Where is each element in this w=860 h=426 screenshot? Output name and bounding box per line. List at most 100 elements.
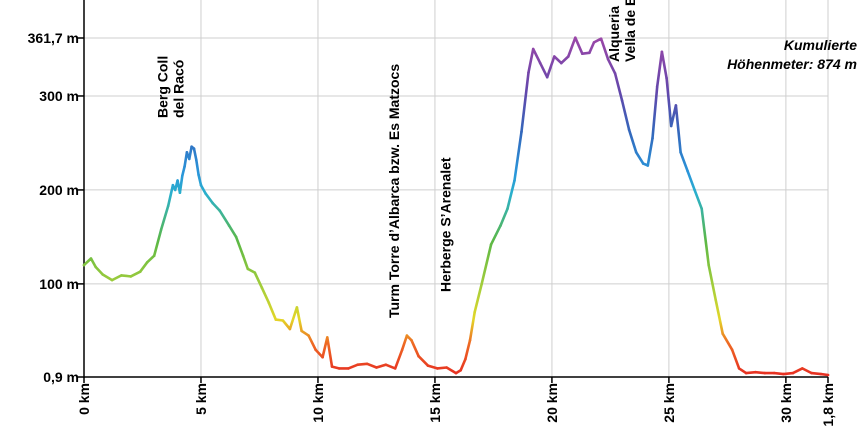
elevation-point (513, 179, 516, 182)
elevation-point (171, 183, 175, 187)
elevation-point (110, 278, 114, 282)
elevation-point (89, 257, 93, 260)
annotation-label: Alqueria (606, 6, 622, 62)
annotations: Berg Coll del Racó Turm Torre d’Albarca bz… (155, 0, 639, 318)
annotation-label: Vella de Baix (622, 0, 638, 62)
elevation-point (574, 36, 577, 39)
elevation-point (538, 61, 542, 65)
y-tick-label: 361,7 m (28, 30, 79, 46)
elevation-point (152, 254, 156, 257)
elevation-point (527, 71, 530, 74)
elevation-point (707, 263, 710, 267)
elevation-point (730, 348, 734, 352)
elevation-point (581, 52, 584, 55)
elevation-point (674, 104, 678, 107)
elevation-point (218, 209, 221, 212)
elevation-point (246, 267, 250, 271)
elevation-point (400, 348, 404, 352)
elevation-point (417, 354, 420, 358)
elevation-point (679, 151, 682, 154)
elevation-point (204, 192, 207, 195)
elevation-point (94, 265, 97, 269)
elevation-point (641, 162, 645, 165)
x-tick-label: 30 km (778, 383, 794, 423)
annotation-label: Turm Torre d’Albarca bzw. Es Matzocs (386, 64, 402, 318)
elevation-point (185, 151, 189, 154)
elevation-point (129, 275, 133, 278)
elevation-point (700, 207, 703, 210)
elevation-point (655, 85, 659, 88)
x-tick-label: 31,8 km (820, 383, 836, 426)
elevation-point (101, 273, 104, 276)
elevation-point (772, 371, 776, 375)
annotation-label: Herberge S’Arenalet (437, 157, 453, 292)
x-tick-labels: 0 km 5 km 10 km 15 km 20 km 25 km 30 km 31,8 km (76, 383, 836, 426)
y-tick-label: 0,9 m (43, 369, 79, 385)
elevation-point (592, 41, 596, 44)
elevation-point (260, 286, 264, 289)
summary-note-line: Höhenmeter: 874 m (727, 56, 857, 72)
elevation-point (426, 364, 430, 367)
elevation-point (178, 191, 182, 194)
elevation-point (321, 355, 324, 359)
x-tick-label: 25 km (661, 383, 677, 423)
elevation-point (665, 76, 668, 80)
elevation-point (120, 274, 123, 277)
elevation-point (489, 243, 493, 246)
elevation-point (473, 310, 477, 314)
elevation-point (791, 371, 795, 375)
elevation-point (714, 298, 717, 302)
elevation-point (190, 145, 193, 148)
elevation-point (506, 207, 509, 210)
elevation-point (192, 147, 196, 150)
elevation-point (267, 301, 271, 305)
elevation-point (606, 58, 610, 61)
elevation-point (195, 158, 198, 162)
elevation-point (721, 332, 724, 336)
elevation-point (365, 362, 369, 366)
annotation-label: del Racó (171, 60, 187, 118)
elevation-point (295, 306, 299, 309)
elevation-point (588, 51, 591, 55)
x-tick-label: 5 km (193, 383, 209, 415)
y-tick-labels: 0,9 m 100 m 200 m 300 m 361,7 m (28, 30, 79, 385)
elevation-point (567, 55, 570, 58)
elevation-point (181, 174, 184, 178)
elevation-point (384, 363, 388, 367)
x-tick-label: 0 km (76, 383, 92, 415)
elevation-point (234, 235, 238, 239)
elevation-point (464, 357, 467, 361)
elevation-point (188, 157, 191, 161)
elevation-point (166, 204, 170, 208)
elevation-point (560, 61, 563, 65)
elevation-point (826, 373, 830, 377)
elevation-point (744, 371, 748, 375)
elevation-point (669, 124, 673, 128)
elevation-point (211, 201, 214, 205)
elevation-point (183, 165, 186, 168)
axes (78, 0, 829, 383)
y-tick-label: 100 m (39, 276, 79, 292)
elevation-line (82, 36, 830, 377)
elevation-point (176, 179, 179, 182)
elevation-point (330, 365, 334, 368)
elevation-point (274, 318, 278, 321)
elevation-point (520, 130, 523, 133)
elevation-point (737, 367, 741, 370)
elevation-point (627, 128, 631, 132)
elevation-point (693, 188, 696, 192)
elevation-point (253, 271, 257, 274)
elevation-point (468, 339, 472, 342)
summary-note: Kumulierte Höhenmeter: 874 m (727, 37, 857, 72)
annotation-label: Berg Coll (155, 56, 171, 118)
elevation-point (651, 137, 654, 140)
elevation-point (810, 371, 813, 375)
elevation-point (436, 367, 439, 370)
elevation-point (459, 369, 463, 372)
elevation-point (138, 270, 142, 274)
y-tick-label: 300 m (39, 88, 79, 104)
elevation-point (754, 370, 757, 374)
elevation-point (326, 336, 329, 339)
summary-note-line: Kumulierte (784, 37, 857, 53)
elevation-point (82, 263, 86, 267)
